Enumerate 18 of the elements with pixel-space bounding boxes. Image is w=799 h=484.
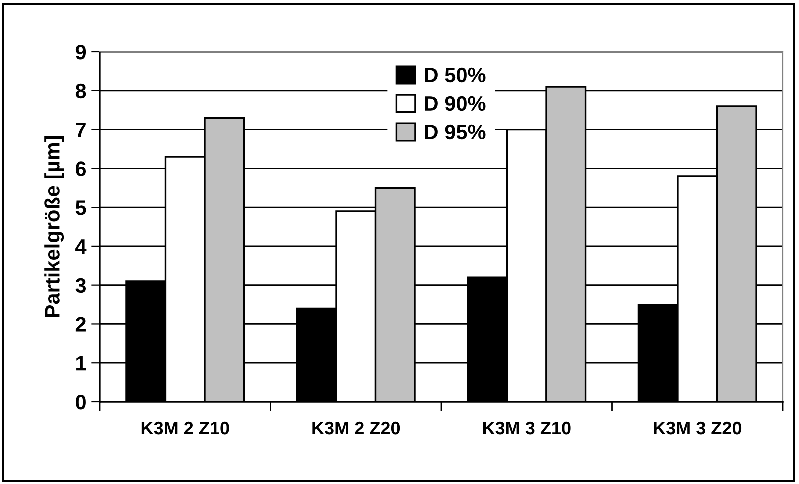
y-tick-label: 8 (76, 84, 86, 99)
legend-label: D 50% (425, 68, 486, 83)
y-tick-label: 5 (76, 200, 86, 216)
y-tick-label: 7 (76, 122, 86, 138)
legend-label: D 95% (425, 124, 486, 140)
y-tick-label: 0 (76, 395, 86, 410)
y-tick-label: 2 (76, 317, 86, 332)
y-tick-label: 9 (76, 45, 86, 60)
x-tick-label: K3M 2 Z20 (312, 422, 400, 435)
x-tick-label: K3M 2 Z10 (142, 422, 230, 435)
y-axis-title: Partikelgröße [µm] (44, 136, 64, 318)
legend-label: D 90% (425, 96, 486, 112)
y-tick-label: 1 (76, 356, 86, 371)
y-tick-label: 6 (76, 162, 86, 176)
x-tick-label: K3M 3 Z10 (483, 422, 571, 435)
x-tick-label: K3M 3 Z20 (654, 422, 742, 435)
y-tick-label: 4 (76, 240, 87, 254)
y-tick-label: 3 (76, 278, 86, 294)
